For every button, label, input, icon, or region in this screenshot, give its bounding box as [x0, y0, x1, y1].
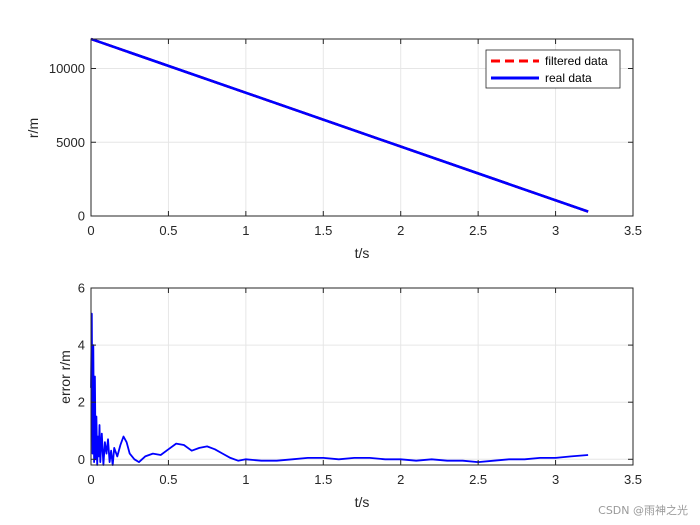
series-line-real-data-overlay — [90, 37, 589, 213]
x-tick-label: 3 — [552, 223, 559, 238]
y-tick-label: 2 — [78, 395, 85, 410]
x-tick-label: 1.5 — [314, 223, 332, 238]
axes-bottom-plot — [90, 312, 589, 466]
axes-top-ylabel: r/m — [25, 118, 41, 138]
axes-top-ticks: 0 0.5 1 1.5 2 2.5 3 3.5 0 5000 10000 — [49, 39, 642, 238]
y-tick-label: 6 — [78, 281, 85, 296]
axes-bottom-ticks: 0 0.5 1 1.5 2 2.5 3 3.5 0 2 4 6 — [78, 281, 642, 488]
axes-bottom-frame — [90, 287, 634, 466]
y-tick-label: 5000 — [56, 135, 85, 150]
axes-top-frame — [90, 38, 634, 217]
y-tick-label: 0 — [78, 209, 85, 224]
watermark: CSDN @雨神之光 — [598, 504, 688, 517]
legend-real-label: real data — [545, 71, 592, 85]
x-tick-label: 1.5 — [314, 472, 332, 487]
x-tick-label: 3.5 — [624, 223, 642, 238]
legend: filtered data real data — [485, 49, 621, 89]
x-tick-label: 2.5 — [469, 223, 487, 238]
x-tick-label: 0.5 — [159, 223, 177, 238]
x-tick-label: 2 — [397, 472, 404, 487]
y-tick-label: 0 — [78, 452, 85, 467]
legend-filtered-label: filtered data — [545, 54, 608, 68]
y-tick-label: 4 — [78, 338, 85, 353]
y-tick-label: 10000 — [49, 61, 85, 76]
series-line-error — [90, 312, 589, 466]
axes-bottom-xlabel: t/s — [355, 494, 370, 510]
x-tick-label: 3.5 — [624, 472, 642, 487]
legend-box — [485, 49, 621, 89]
axes-top-plot — [90, 37, 589, 213]
x-tick-label: 2.5 — [469, 472, 487, 487]
axes-top: 0 0.5 1 1.5 2 2.5 3 3.5 0 5000 10000 t/s r/m filte… — [25, 37, 642, 261]
x-tick-label: 1 — [242, 472, 249, 487]
x-tick-label: 0 — [87, 223, 94, 238]
axes-top-xlabel: t/s — [355, 245, 370, 261]
x-tick-label: 0 — [87, 472, 94, 487]
x-tick-label: 0.5 — [159, 472, 177, 487]
axes-bottom-background — [91, 288, 633, 465]
axes-bottom-ylabel: error r/m — [57, 350, 73, 404]
x-tick-label: 3 — [552, 472, 559, 487]
axes-bottom: 0 0.5 1 1.5 2 2.5 3 3.5 0 2 4 6 t/s error r/m — [57, 281, 642, 511]
x-tick-label: 2 — [397, 223, 404, 238]
x-tick-label: 1 — [242, 223, 249, 238]
